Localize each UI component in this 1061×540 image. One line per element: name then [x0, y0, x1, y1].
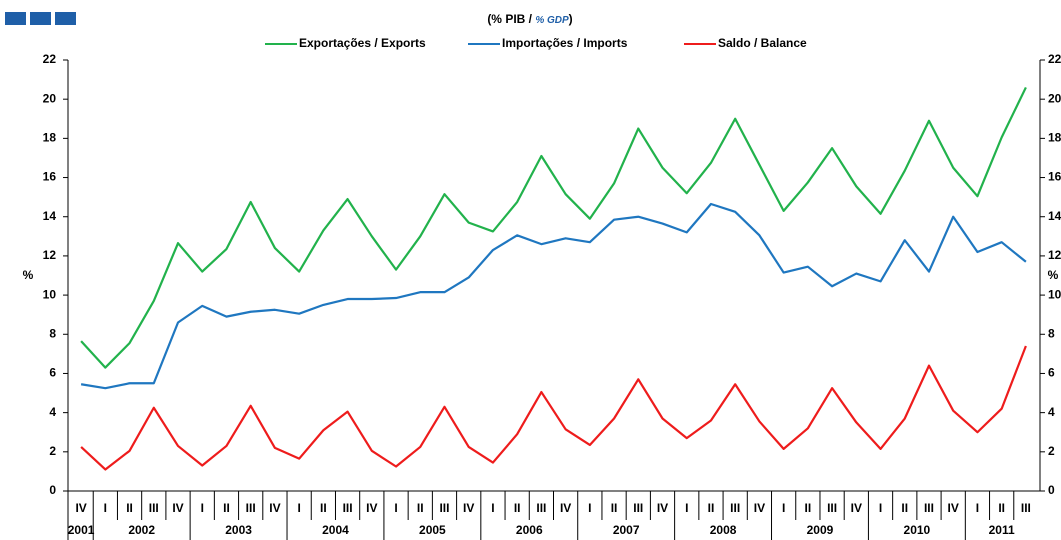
legend-label: Exportações / Exports [299, 36, 426, 50]
x-tick-label: I [976, 501, 979, 515]
y2-axis-label: % [1048, 268, 1059, 282]
y-tick-label: 20 [43, 91, 57, 105]
x-group-label: 2005 [419, 523, 446, 537]
x-tick-label: III [924, 501, 934, 515]
x-tick-label: IV [463, 501, 474, 515]
x-tick-label: I [104, 501, 107, 515]
x-tick-label: III [343, 501, 353, 515]
x-group-label: 2007 [613, 523, 640, 537]
x-tick-label: II [998, 501, 1005, 515]
y-tick-label: 8 [49, 326, 56, 340]
y-tick-label: 14 [43, 209, 57, 223]
x-tick-label: IV [75, 501, 86, 515]
x-tick-label: III [149, 501, 159, 515]
subtitle-part: % GDP [535, 15, 569, 26]
x-tick-label: III [439, 501, 449, 515]
x-tick-label: III [536, 501, 546, 515]
x-tick-label: III [1021, 501, 1031, 515]
x-tick-label: I [588, 501, 591, 515]
y2-tick-label: 16 [1048, 170, 1061, 184]
x-tick-label: IV [657, 501, 668, 515]
x-tick-label: III [827, 501, 837, 515]
y2-tick-label: 12 [1048, 248, 1061, 262]
x-group-label: 2003 [225, 523, 252, 537]
x-group-label: 2008 [710, 523, 737, 537]
x-tick-label: IV [851, 501, 862, 515]
x-tick-label: IV [560, 501, 571, 515]
x-tick-label: IV [754, 501, 765, 515]
x-tick-label: II [708, 501, 715, 515]
x-tick-label: II [514, 501, 521, 515]
x-tick-label: IV [948, 501, 959, 515]
x-tick-label: II [805, 501, 812, 515]
x-group-label: 2001 [68, 523, 95, 537]
x-tick-label: I [394, 501, 397, 515]
x-group-label: 2004 [322, 523, 349, 537]
y2-tick-label: 10 [1048, 287, 1061, 301]
x-tick-label: II [901, 501, 908, 515]
x-tick-label: II [126, 501, 133, 515]
x-tick-label: II [223, 501, 230, 515]
y2-tick-label: 18 [1048, 131, 1061, 145]
series-line [80, 86, 1027, 369]
y-axis-label: % [23, 268, 34, 282]
y-tick-label: 16 [43, 170, 57, 184]
x-group-label: 2009 [807, 523, 834, 537]
subtitle: (% PIB / % GDP) [487, 12, 572, 26]
y2-tick-label: 6 [1048, 366, 1055, 380]
y2-tick-label: 14 [1048, 209, 1061, 223]
x-tick-label: I [879, 501, 882, 515]
logo-block [5, 12, 26, 25]
x-tick-label: II [611, 501, 618, 515]
y-tick-label: 10 [43, 287, 57, 301]
series-line [80, 345, 1027, 471]
logo-block [55, 12, 76, 25]
y-tick-label: 6 [49, 366, 56, 380]
y2-tick-label: 22 [1048, 52, 1061, 66]
subtitle-part: ) [569, 12, 573, 26]
x-tick-label: IV [366, 501, 377, 515]
y2-tick-label: 8 [1048, 326, 1055, 340]
x-group-label: 2002 [128, 523, 155, 537]
x-tick-label: IV [172, 501, 183, 515]
x-tick-label: III [730, 501, 740, 515]
subtitle-part: (% PIB / [487, 12, 535, 26]
x-group-label: 2010 [904, 523, 931, 537]
series-line [80, 202, 1027, 390]
x-group-label: 2006 [516, 523, 543, 537]
x-tick-label: II [320, 501, 327, 515]
y-tick-label: 18 [43, 131, 57, 145]
y2-tick-label: 2 [1048, 444, 1055, 458]
x-tick-label: III [246, 501, 256, 515]
x-tick-label: I [297, 501, 300, 515]
x-tick-label: I [685, 501, 688, 515]
y2-tick-label: 0 [1048, 483, 1055, 497]
x-tick-label: IV [269, 501, 280, 515]
logo-block [30, 12, 51, 25]
y-tick-label: 2 [49, 444, 56, 458]
y2-tick-label: 4 [1048, 405, 1055, 419]
y-tick-label: 4 [49, 405, 56, 419]
x-tick-label: III [633, 501, 643, 515]
x-tick-label: I [201, 501, 204, 515]
legend-label: Saldo / Balance [718, 36, 807, 50]
y-tick-label: 12 [43, 248, 57, 262]
x-group-label: 2011 [989, 523, 1015, 537]
x-tick-label: I [491, 501, 494, 515]
y-tick-label: 22 [43, 52, 57, 66]
legend-label: Importações / Imports [502, 36, 628, 50]
x-tick-label: I [782, 501, 785, 515]
x-tick-label: II [417, 501, 424, 515]
y2-tick-label: 20 [1048, 91, 1061, 105]
y-tick-label: 0 [49, 483, 56, 497]
